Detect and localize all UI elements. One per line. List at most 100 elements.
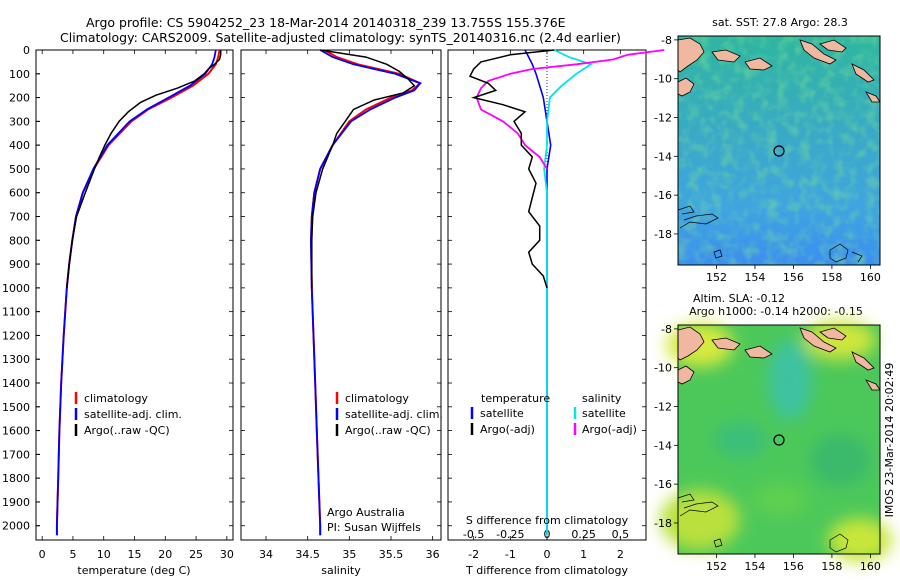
sdiff-x-tick-label: 0.25: [571, 528, 596, 541]
map-lon-tick-label: 158: [821, 560, 842, 573]
depth-tick-label: 600: [9, 187, 30, 200]
temperature-xlabel: temperature (deg C): [77, 564, 190, 577]
salinity-x-tick-label: 35: [342, 548, 356, 561]
depth-tick-label: 1400: [2, 377, 30, 390]
map-lon-tick-label: 154: [744, 560, 765, 573]
difference-xlabel: T difference from climatology: [465, 564, 628, 577]
legend-clim-label: climatology: [345, 392, 409, 405]
depth-tick-label: 1900: [2, 496, 30, 509]
temperature-x-tick-label: 0: [39, 548, 46, 561]
salinity-panel-frame: [240, 49, 442, 541]
map-lat-tick-label: -14: [654, 150, 672, 163]
sdiff-x-tick-label: -0.25: [496, 528, 524, 541]
temperature-satellite-line: [56, 49, 217, 536]
legend-sal-sat-label: satellite: [582, 407, 626, 420]
legend-temp-argo-label: Argo(-adj): [480, 423, 535, 436]
sst-map-frame: [677, 35, 881, 266]
sdiff-x-tick-label: 0.5: [612, 528, 630, 541]
depth-tick-label: 2000: [2, 520, 30, 533]
map-lat-tick-label: -14: [654, 439, 672, 452]
depth-tick-label: 1000: [2, 282, 30, 295]
legend-sal-argo-label: Argo(-adj): [582, 423, 637, 436]
temperature-x-tick-label: 15: [128, 548, 142, 561]
depth-tick-label: 200: [9, 92, 30, 105]
salinity-x-tick-label: 34.5: [295, 548, 320, 561]
map-lat-tick-label: -12: [654, 112, 672, 125]
map-lat-tick-label: -10: [654, 362, 672, 375]
tdiff-x-tick-label: 2: [617, 548, 624, 561]
legend-clim-label: climatology: [84, 392, 148, 405]
temperature-x-tick-label: 5: [69, 548, 76, 561]
sst-land: [677, 37, 881, 103]
map-lon-tick-label: 158: [821, 271, 842, 284]
map-lon-tick-label: 152: [706, 271, 727, 284]
legend-argo-label: Argo(..raw -QC): [345, 424, 431, 437]
map-lat-tick-label: -16: [654, 189, 672, 202]
depth-tick-label: 500: [9, 163, 30, 176]
sla-map-subtitle: Argo h1000: -0.14 h2000: -0.15: [689, 305, 863, 318]
tdiff-x-tick-label: 0: [544, 548, 551, 561]
depth-tick-label: 800: [9, 234, 30, 247]
map-lon-tick-label: 160: [860, 271, 881, 284]
sst-map-texture: [678, 36, 880, 265]
depth-tick-label: 1600: [2, 425, 30, 438]
sst-argo-position-marker: [773, 145, 785, 157]
sst-contours: [677, 205, 863, 263]
salinity-series: [309, 49, 423, 536]
depth-tick-label: 1800: [2, 472, 30, 485]
figure-title-line1: Argo profile: CS 5904252_23 18-Mar-2014 …: [86, 15, 566, 30]
panel-ticks: 0 5 10 15 20 25 30 34 34.5 35 35.5 36 -2 -1 0 1 2 -0.5 -0.…: [36, 49, 646, 561]
salinity-satellite-line: [310, 49, 422, 536]
temperature-series: [55, 49, 222, 536]
map-lon-tick-label: 156: [783, 271, 804, 284]
timestamp: IMOS 23-Mar-2014 20:02:49: [883, 363, 896, 518]
temperature-x-tick-label: 25: [189, 548, 203, 561]
salinity-xlabel: salinity: [321, 564, 361, 577]
temperature-panel-frame: [35, 49, 234, 541]
depth-tick-label: 1500: [2, 401, 30, 414]
sla-argo-position-marker: [773, 434, 785, 446]
map-lat-tick-label: -16: [654, 478, 672, 491]
figure-title-line2: Climatology: CARS2009. Satellite-adjuste…: [60, 30, 621, 45]
map-lat-tick-label: -8: [661, 323, 672, 336]
legend-salinity-title: salinity: [582, 392, 622, 405]
depth-axis: 0 100 200 300 400 500 600 700 800 900 1000 1100 1200…: [2, 44, 40, 533]
depth-tick-label: 1300: [2, 353, 30, 366]
sst-map-ticks: 152 154 156 158 160 -8 -10 -12 -14 -16 -18: [654, 34, 881, 284]
depth-tick-label: 0: [23, 44, 30, 57]
depth-tick-label: 1200: [2, 329, 30, 342]
difference-series: [468, 49, 665, 540]
salinity-difference-argo-line: [475, 49, 665, 170]
legend-temperature-title: temperature: [481, 392, 550, 405]
temperature-legend: climatology satellite-adj. clim. Argo(..…: [74, 392, 182, 437]
map-lon-tick-label: 156: [783, 560, 804, 573]
map-lat-tick-label: -18: [654, 228, 672, 241]
map-lon-tick-label: 160: [860, 560, 881, 573]
salinity-difference-xlabel: S difference from climatology: [466, 514, 629, 527]
salinity-x-tick-label: 35.5: [379, 548, 404, 561]
sla-map-frame: [677, 324, 881, 555]
depth-tick-label: 300: [9, 115, 30, 128]
sst-map-title: sat. SST: 27.8 Argo: 28.3: [712, 16, 848, 29]
legend-sat-label: satellite-adj. clim.: [84, 408, 182, 421]
salinity-x-tick-label: 36: [426, 548, 440, 561]
salinity-difference-satellite-line: [543, 49, 594, 536]
legend-argo-label: Argo(..raw -QC): [84, 424, 170, 437]
tdiff-x-tick-label: -2: [468, 548, 479, 561]
legend-sat-label: satellite-adj. clim.: [345, 408, 443, 421]
sdiff-x-tick-label: -0.5: [463, 528, 484, 541]
map-lat-tick-label: -8: [661, 34, 672, 47]
salinity-x-tick-label: 34: [259, 548, 273, 561]
salinity-legend: climatology satellite-adj. clim. Argo(..…: [327, 392, 443, 534]
depth-tick-label: 100: [9, 68, 30, 81]
sla-contours: [677, 493, 849, 553]
map-lat-tick-label: -10: [654, 73, 672, 86]
map-lat-tick-label: -18: [654, 517, 672, 530]
credit-line2: PI: Susan Wijffels: [327, 521, 421, 534]
temperature-x-tick-label: 30: [220, 548, 234, 561]
depth-tick-label: 1100: [2, 306, 30, 319]
depth-tick-label: 1700: [2, 448, 30, 461]
temperature-argo-line: [66, 50, 222, 288]
map-lon-tick-label: 154: [744, 271, 765, 284]
